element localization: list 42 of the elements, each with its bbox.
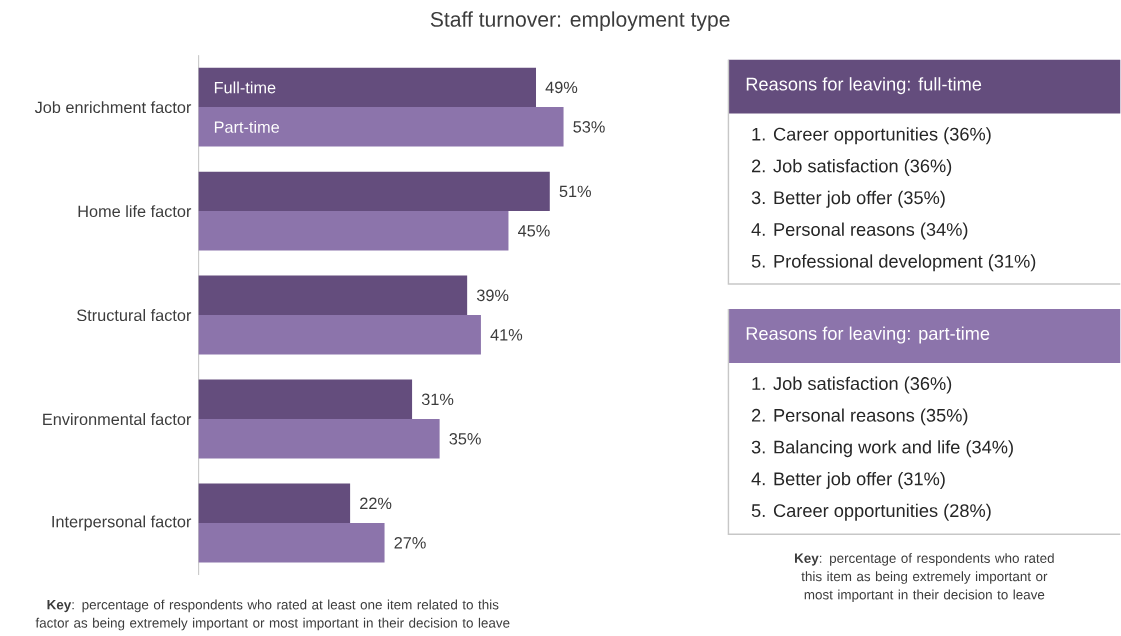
y-tick-label: Environmental factor xyxy=(43,412,192,425)
text: 5. Professional development (31%) xyxy=(751,254,1036,272)
data-label: 41% xyxy=(490,328,523,341)
text: 3. Balancing work and life (34%) xyxy=(751,439,1013,457)
bar xyxy=(198,418,440,459)
text: 4. Better job offer (31%) xyxy=(751,471,945,489)
text: 1. Career opportunities (36%) xyxy=(752,127,991,145)
text: 4. Personal reasons (34%) xyxy=(751,222,968,240)
series-label: Part-time xyxy=(214,120,280,133)
data-label: 39% xyxy=(476,289,509,301)
data-label: 22% xyxy=(360,497,392,509)
bar xyxy=(198,106,564,147)
y-tick-label: Interpersonal factor xyxy=(52,515,192,531)
bar xyxy=(198,379,413,419)
bar xyxy=(198,275,468,315)
text: Key: percentage of respondents who rated this item as being extremely important or most important in their decision to leave xyxy=(794,552,1054,602)
text: 2. Job satisfaction (36%) xyxy=(751,158,952,176)
data-label: 53% xyxy=(573,120,605,133)
bar xyxy=(198,210,509,251)
chart-title: Staff turnover: employment type xyxy=(430,11,730,31)
y-tick-label: Job enrichment factor xyxy=(34,100,192,113)
text: 3. Better job offer (35%) xyxy=(751,190,945,208)
data-label: 49% xyxy=(545,81,578,93)
data-label: 35% xyxy=(449,432,481,445)
bar xyxy=(198,67,537,107)
y-tick-label: Structural factor xyxy=(77,308,192,321)
series-label: Full-time xyxy=(214,81,276,94)
bar xyxy=(198,314,481,355)
text: Key: percentage of respondents who rated at least one item related to this factor as being extremely important or most important in their decision to leave xyxy=(35,599,510,631)
text: Reasons for leaving: full-time xyxy=(746,76,982,94)
text: 5. Career opportunities (28%) xyxy=(751,503,991,521)
bar xyxy=(198,171,550,211)
bar xyxy=(198,522,385,563)
text: 2. Personal reasons (35%) xyxy=(751,408,968,426)
text: 1. Job satisfaction (36%) xyxy=(752,376,952,394)
data-label: 27% xyxy=(394,536,426,549)
data-label: 31% xyxy=(421,393,454,405)
data-label: 51% xyxy=(559,185,591,197)
y-tick-label: Home life factor xyxy=(78,204,192,217)
text: Reasons for leaving: part-time xyxy=(746,326,990,344)
data-label: 45% xyxy=(518,224,550,237)
bar xyxy=(198,483,351,523)
